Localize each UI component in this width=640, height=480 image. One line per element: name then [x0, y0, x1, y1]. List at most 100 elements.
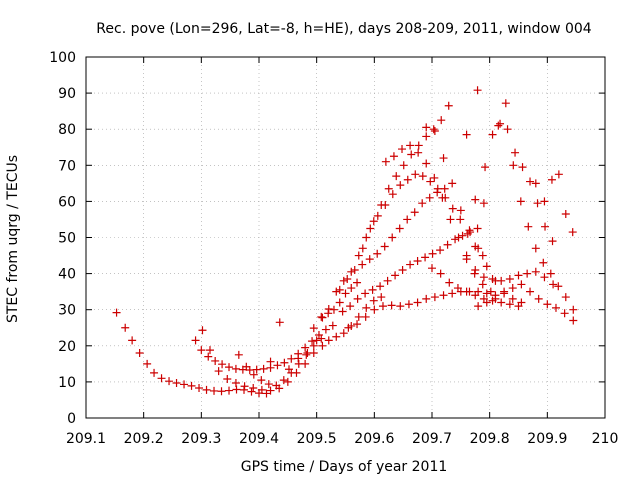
data-point — [242, 362, 251, 371]
data-point — [381, 201, 390, 210]
data-point — [531, 244, 540, 253]
data-point — [343, 275, 352, 284]
data-point — [478, 251, 487, 260]
data-point — [403, 215, 412, 224]
data-point — [425, 193, 434, 202]
y-tick-label: 40 — [58, 267, 76, 283]
data-point — [309, 324, 318, 333]
data-point — [422, 159, 431, 168]
data-point — [531, 179, 540, 188]
data-point — [247, 387, 256, 396]
data-point — [505, 275, 514, 284]
data-point — [462, 251, 471, 260]
data-point — [321, 325, 330, 334]
data-point — [505, 300, 514, 309]
data-point — [479, 273, 488, 282]
data-point — [456, 206, 465, 215]
data-point — [384, 184, 393, 193]
data-point — [418, 172, 427, 181]
data-point — [354, 312, 363, 321]
data-point — [259, 364, 268, 373]
data-point — [279, 376, 288, 385]
data-point — [465, 226, 474, 235]
data-point — [518, 163, 527, 172]
data-point — [508, 294, 517, 303]
data-point — [211, 356, 220, 365]
data-point — [478, 280, 487, 289]
data-point — [225, 363, 234, 372]
data-point — [172, 378, 181, 387]
data-point — [223, 375, 232, 384]
data-point — [429, 125, 438, 134]
data-point — [388, 190, 397, 199]
data-point — [373, 249, 382, 258]
data-point — [463, 229, 472, 238]
data-point — [540, 197, 549, 206]
data-point — [294, 354, 303, 363]
data-point — [344, 323, 353, 332]
x-tick-label: 209.2 — [124, 431, 164, 447]
data-point — [404, 300, 413, 309]
data-point — [531, 267, 540, 276]
x-tick-label: 209.6 — [354, 431, 394, 447]
data-point — [257, 376, 266, 385]
data-point — [362, 303, 371, 312]
data-point — [488, 275, 497, 284]
data-point — [202, 385, 211, 394]
data-point — [398, 265, 407, 274]
data-point — [430, 293, 439, 302]
y-tick-label: 10 — [58, 375, 76, 391]
data-point — [398, 145, 407, 154]
data-point — [439, 154, 448, 163]
data-point — [165, 377, 174, 386]
data-point — [328, 321, 337, 330]
data-point — [272, 381, 281, 390]
data-point — [377, 293, 386, 302]
data-point — [252, 365, 261, 374]
data-point — [539, 258, 548, 267]
data-point — [335, 298, 344, 307]
data-point — [350, 265, 359, 274]
y-tick-label: 80 — [58, 122, 76, 138]
data-point — [231, 364, 240, 373]
data-point — [482, 262, 491, 271]
data-point — [240, 382, 249, 391]
data-point — [275, 318, 284, 327]
data-point — [526, 287, 535, 296]
data-point — [473, 224, 482, 233]
data-point — [353, 278, 362, 287]
data-point — [353, 294, 362, 303]
data-point — [347, 284, 356, 293]
data-point — [453, 284, 462, 293]
data-point — [396, 302, 405, 311]
data-point — [204, 352, 213, 361]
data-point — [551, 303, 560, 312]
data-point — [157, 374, 166, 383]
data-point — [389, 152, 398, 161]
data-point — [514, 271, 523, 280]
x-tick-label: 209.7 — [412, 431, 452, 447]
data-point — [418, 199, 427, 208]
data-point — [413, 298, 422, 307]
data-point — [361, 312, 370, 321]
data-point — [287, 354, 296, 363]
data-point — [346, 302, 355, 311]
data-point — [546, 269, 555, 278]
data-point — [378, 302, 387, 311]
data-point — [413, 256, 422, 265]
data-point — [497, 276, 506, 285]
data-point — [494, 121, 503, 130]
data-point — [479, 199, 488, 208]
data-point — [451, 235, 460, 244]
x-tick-label: 209.4 — [239, 431, 279, 447]
data-point — [458, 231, 467, 240]
data-point — [448, 289, 457, 298]
data-point — [273, 361, 282, 370]
data-point — [187, 381, 196, 390]
data-point — [523, 269, 532, 278]
data-point — [231, 378, 240, 387]
x-tick-label: 209.5 — [297, 431, 337, 447]
data-point — [428, 249, 437, 258]
data-point — [448, 179, 457, 188]
